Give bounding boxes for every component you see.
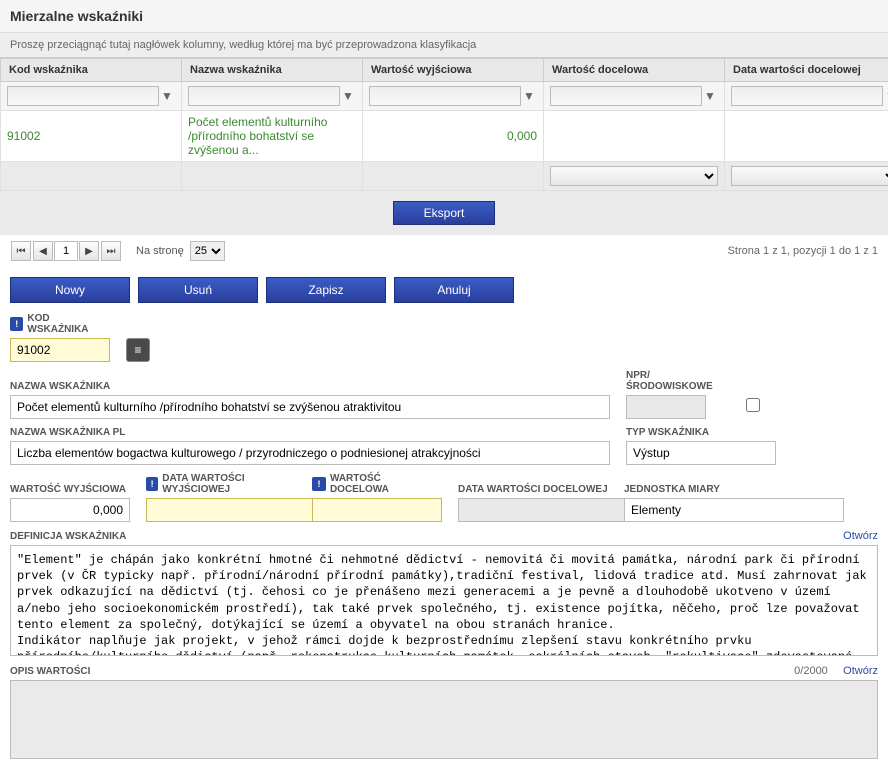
data-doc-input	[458, 498, 627, 522]
col-data-doc[interactable]: Data wartości docelowej	[725, 59, 888, 82]
opis-label: OPIS WARTOŚCI	[10, 666, 90, 677]
data-wyj-label: !DATA WARTOŚCI WYJŚCIOWEJ	[146, 473, 296, 495]
filter-nazwa[interactable]	[188, 86, 340, 106]
wart-doc-input[interactable]	[312, 498, 442, 522]
filter-wart-doc[interactable]	[550, 86, 702, 106]
new-button[interactable]: Nowy	[10, 277, 130, 303]
nazwa-input[interactable]	[10, 395, 610, 419]
filter-wart-wyj[interactable]	[369, 86, 521, 106]
def-textarea[interactable]	[10, 545, 878, 656]
kod-input[interactable]	[10, 338, 110, 362]
opis-open-link[interactable]: Otwórz	[843, 665, 878, 677]
table-row[interactable]: 91002 Počet elementů kulturního /přírodn…	[1, 111, 888, 162]
required-icon: !	[146, 477, 158, 491]
nazwa-pl-label: NAZWA WSKAŹNIKA PL	[10, 427, 610, 438]
wart-doc-label: !WARTOŚĆ DOCELOWA	[312, 473, 442, 495]
pager-info: Strona 1 z 1, pozycji 1 do 1 z 1	[728, 245, 878, 257]
required-icon: !	[312, 477, 326, 491]
cancel-button[interactable]: Anuluj	[394, 277, 514, 303]
pager-prev-button[interactable]: ◀	[33, 241, 53, 261]
per-page-select[interactable]: 25	[190, 241, 225, 261]
jedn-input[interactable]	[624, 498, 844, 522]
cell-kod: 91002	[1, 111, 182, 162]
filter-kod[interactable]	[7, 86, 159, 106]
col-wart-doc[interactable]: Wartość docelowa	[544, 59, 725, 82]
kod-lookup-button[interactable]: ≡	[126, 338, 150, 362]
npr-checkbox[interactable]	[746, 398, 760, 412]
wart-wyj-input[interactable]	[10, 498, 130, 522]
pager-page-input[interactable]	[54, 241, 78, 261]
opis-char-count: 0/2000	[794, 665, 828, 677]
opis-textarea[interactable]	[10, 680, 878, 759]
wart-doc-dropdown[interactable]	[550, 166, 718, 186]
pager-next-button[interactable]: ▶	[79, 241, 99, 261]
npr-input	[626, 395, 706, 419]
data-doc-dropdown[interactable]	[731, 166, 888, 186]
def-label: DEFINICJA WSKAŹNIKA	[10, 531, 126, 542]
per-page-label: Na stronę	[136, 245, 184, 257]
wart-wyj-label: WARTOŚĆ WYJŚCIOWA	[10, 484, 130, 495]
pager-first-button[interactable]: ⏮	[11, 241, 31, 261]
grouping-drag-hint: Proszę przeciągnąć tutaj nagłówek kolumn…	[0, 33, 888, 58]
col-wart-wyj[interactable]: Wartość wyjściowa	[363, 59, 544, 82]
npr-label: NPR/ŚRODOWISKOWE	[626, 370, 726, 392]
typ-label: TYP WSKAŹNIKA	[626, 427, 776, 438]
data-doc-label: DATA WARTOŚCI DOCELOWEJ	[458, 484, 608, 495]
data-wyj-input[interactable]	[146, 498, 315, 522]
col-nazwa[interactable]: Nazwa wskaźnika	[182, 59, 363, 82]
def-open-link[interactable]: Otwórz	[843, 530, 878, 542]
filter-icon[interactable]: ▼	[521, 89, 537, 103]
col-kod[interactable]: Kod wskaźnika	[1, 59, 182, 82]
typ-input[interactable]	[626, 441, 776, 465]
cell-nazwa: Počet elementů kulturního /přírodního bo…	[182, 111, 363, 162]
save-button[interactable]: Zapisz	[266, 277, 386, 303]
filter-data-doc[interactable]	[731, 86, 883, 106]
indicators-grid: Kod wskaźnika Nazwa wskaźnika Wartość wy…	[0, 58, 888, 191]
delete-button[interactable]: Usuń	[138, 277, 258, 303]
cell-data-doc	[725, 111, 888, 162]
pager-last-button[interactable]: ⏭	[101, 241, 121, 261]
nazwa-pl-input[interactable]	[10, 441, 610, 465]
export-button[interactable]: Eksport	[393, 201, 496, 225]
filter-icon[interactable]: ▼	[159, 89, 175, 103]
panel-title: Mierzalne wskaźniki	[0, 0, 888, 33]
nazwa-label: NAZWA WSKAŹNIKA	[10, 381, 610, 392]
required-icon: !	[10, 317, 23, 331]
filter-icon[interactable]: ▼	[883, 89, 888, 103]
kod-label: !KOD WSKAŹNIKA	[10, 313, 110, 335]
cell-wart-wyj: 0,000	[363, 111, 544, 162]
filter-icon[interactable]: ▼	[340, 89, 356, 103]
cell-wart-doc	[544, 111, 725, 162]
jedn-label: JEDNOSTKA MIARY	[624, 484, 844, 495]
filter-icon[interactable]: ▼	[702, 89, 718, 103]
